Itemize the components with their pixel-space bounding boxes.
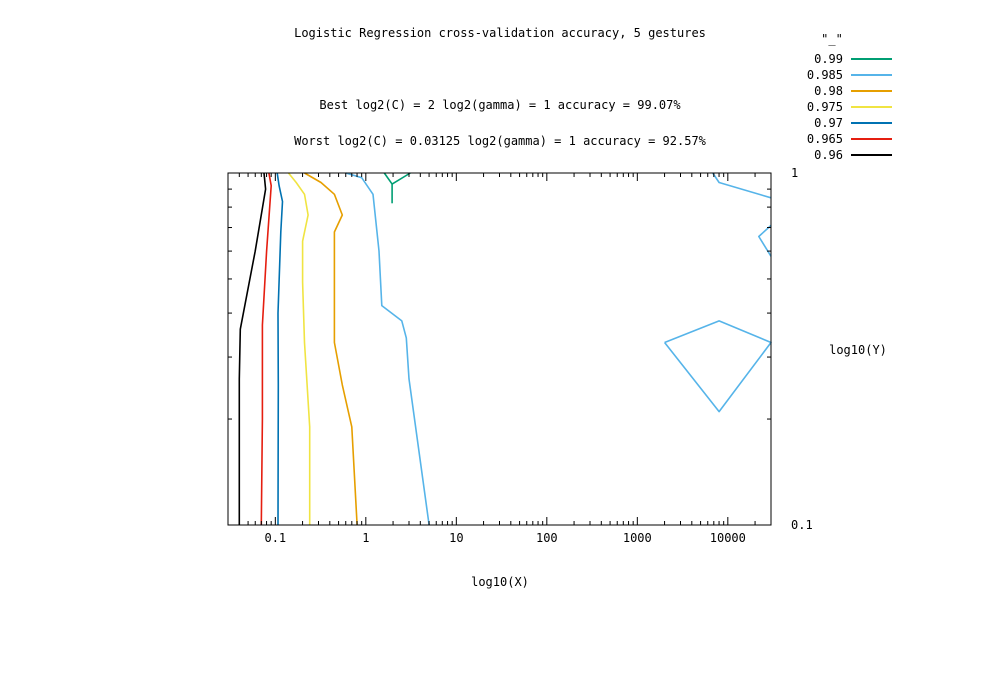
legend-title: "_" <box>821 32 843 46</box>
contour-line-0.985 <box>345 172 430 526</box>
contour-line-0.965 <box>260 172 273 526</box>
y-tick-label: 0.1 <box>791 518 813 532</box>
x-tick-label: 1000 <box>623 531 652 545</box>
legend-label: 0.99 <box>814 52 843 66</box>
contour-line-0.985 <box>712 172 772 199</box>
plot-area <box>238 172 772 526</box>
x-axis-label: log10(X) <box>471 575 529 589</box>
legend: 0.99 0.985 0.98 0.975 0.97 0.965 0.96 <box>807 52 892 162</box>
contour-line-0.98 <box>304 172 358 526</box>
y-tick-label: 1 <box>791 166 798 180</box>
legend-label: 0.96 <box>814 148 843 162</box>
contour-line-0.985 <box>663 320 772 413</box>
legend-label: 0.98 <box>814 84 843 98</box>
contour-line-0.96 <box>238 172 267 525</box>
legend-label: 0.975 <box>807 100 843 114</box>
plot-frame <box>227 172 772 526</box>
axis-ticks: 0.1 1 10 100 1000 10000 0.1 1 <box>228 166 813 545</box>
legend-label: 0.985 <box>807 68 843 82</box>
legend-label: 0.965 <box>807 132 843 146</box>
x-tick-label: 10000 <box>710 531 746 545</box>
contour-line-0.97 <box>276 172 284 526</box>
contour-line-0.975 <box>287 172 311 525</box>
x-tick-label: 10 <box>449 531 463 545</box>
y-axis-label: log10(Y) <box>829 343 887 357</box>
chart-subtitle-worst: Worst log2(C) = 0.03125 log2(gamma) = 1 … <box>294 134 707 148</box>
x-tick-label: 1 <box>362 531 369 545</box>
chart-subtitle-best: Best log2(C) = 2 log2(gamma) = 1 accurac… <box>319 98 681 112</box>
chart-title: Logistic Regression cross-validation acc… <box>294 26 706 40</box>
x-tick-label: 100 <box>536 531 558 545</box>
legend-label: 0.97 <box>814 116 843 130</box>
contour-line-0.985 <box>757 224 772 257</box>
x-tick-label: 0.1 <box>264 531 286 545</box>
contour-line-0.99 <box>383 172 411 185</box>
